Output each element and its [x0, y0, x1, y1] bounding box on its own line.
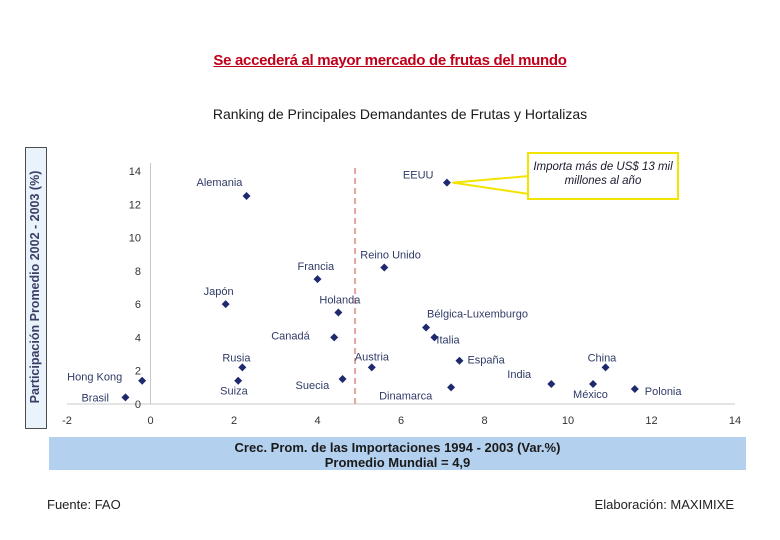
point-label: México	[573, 389, 608, 401]
y-tick-label: 0	[135, 399, 141, 411]
headline: Se accederá al mayor mercado de frutas d…	[213, 52, 567, 69]
callout-arrow	[451, 175, 530, 195]
data-point	[601, 363, 610, 372]
point-label: Polonia	[645, 386, 683, 398]
point-label: Italia	[436, 334, 460, 346]
point-label: Japón	[204, 286, 234, 298]
data-point	[313, 275, 322, 284]
callout-box: Importa más de US$ 13 mil millones al añ…	[527, 152, 679, 200]
point-label: Suecia	[296, 380, 331, 392]
y-axis-box	[25, 147, 47, 429]
y-tick-label: 10	[129, 233, 141, 245]
x-tick-label: 0	[147, 415, 153, 427]
point-label: Brasil	[81, 392, 109, 404]
x-tick-label: 4	[314, 415, 320, 427]
x-tick-label: 10	[562, 415, 574, 427]
y-tick-label: 2	[135, 366, 141, 378]
x-tick-label: 14	[729, 415, 741, 427]
y-tick-label: 8	[135, 266, 141, 278]
data-point	[338, 375, 347, 384]
point-label: Suiza	[220, 386, 248, 398]
point-label: Canadá	[271, 330, 310, 342]
point-label: Hong Kong	[67, 372, 122, 384]
point-label: Dinamarca	[379, 390, 433, 402]
credit-note: Elaboración: MAXIMIXE	[594, 497, 734, 512]
data-point	[138, 376, 147, 385]
data-point	[234, 376, 243, 385]
data-point	[455, 356, 464, 365]
point-label: Francia	[298, 261, 336, 273]
data-point	[442, 178, 451, 187]
x-tick-label: 2	[231, 415, 237, 427]
point-label: Rusia	[222, 352, 251, 364]
y-tick-label: 6	[135, 299, 141, 311]
y-tick-label: 12	[129, 199, 141, 211]
y-tick-label: 14	[129, 166, 141, 178]
x-axis-label: Crec. Prom. de las Importaciones 1994 - …	[49, 440, 746, 470]
point-label: España	[467, 355, 505, 367]
data-point	[121, 393, 130, 402]
point-label: India	[507, 369, 532, 381]
x-axis-note: Promedio Mundial = 4,9	[324, 455, 471, 470]
data-point	[430, 333, 439, 342]
source-note: Fuente: FAO	[47, 497, 121, 512]
data-point	[589, 380, 598, 389]
point-label: Bélgica-Luxemburgo	[427, 308, 528, 320]
data-point	[334, 308, 343, 317]
point-label: Reino Unido	[360, 250, 421, 262]
data-point	[447, 383, 456, 392]
point-label: EEUU	[403, 170, 434, 182]
x-tick-label: -2	[62, 415, 72, 427]
point-label: Austria	[355, 351, 390, 363]
x-axis-box	[49, 437, 746, 470]
data-point	[422, 323, 431, 332]
y-tick-label: 4	[135, 332, 141, 344]
data-point	[630, 385, 639, 394]
data-point	[330, 333, 339, 342]
point-label: China	[588, 352, 618, 364]
point-label: Alemania	[197, 177, 244, 189]
point-label: Holanda	[319, 294, 361, 306]
data-point	[221, 300, 230, 309]
data-point	[242, 191, 251, 200]
x-axis-title: Crec. Prom. de las Importaciones 1994 - …	[234, 440, 561, 455]
data-point	[547, 380, 556, 389]
x-tick-label: 6	[398, 415, 404, 427]
data-point	[367, 363, 376, 372]
data-point	[380, 263, 389, 272]
x-tick-label: 12	[645, 415, 657, 427]
x-tick-label: 8	[481, 415, 487, 427]
chart-title: Ranking de Principales Demandantes de Fr…	[212, 106, 588, 122]
data-point	[238, 363, 247, 372]
